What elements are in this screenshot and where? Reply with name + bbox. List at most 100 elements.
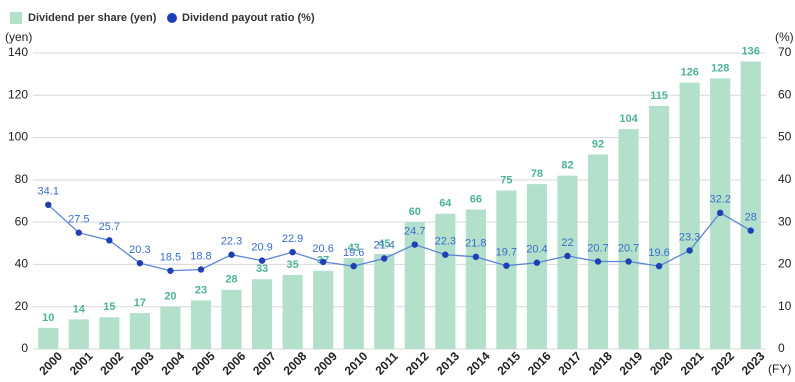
line-point: [258, 257, 266, 264]
line-value-label: 21.8: [465, 238, 486, 250]
y2-axis-title: (%): [775, 30, 794, 44]
x-tick-label: 2003: [128, 349, 157, 378]
bar: [38, 327, 59, 349]
line-point: [197, 266, 205, 273]
legend-label: Dividend payout ratio (%): [182, 12, 315, 24]
line-point: [381, 255, 388, 262]
x-tick-label: 2009: [311, 349, 340, 378]
line-value-label: 21.4: [374, 239, 395, 251]
line-value-label: 24.7: [404, 225, 425, 237]
line-value-label: 22.3: [435, 236, 456, 248]
line-point: [442, 251, 449, 258]
bar: [160, 306, 181, 349]
y-axis-title: (yen): [5, 30, 32, 44]
bar: [129, 313, 150, 349]
line-value-label: 18.8: [190, 250, 211, 262]
bar: [526, 184, 548, 349]
line-point: [472, 253, 480, 261]
x-tick-label: 2010: [342, 349, 371, 378]
bar-value-label: 20: [164, 291, 176, 303]
bar-value-label: 78: [531, 168, 543, 180]
y2-tick-label: 30: [778, 214, 792, 228]
line-point: [167, 267, 174, 274]
line-value-label: 19.7: [496, 247, 517, 259]
x-tick-label: 2005: [189, 349, 218, 378]
bar-value-label: 14: [73, 303, 86, 315]
bar: [99, 317, 120, 349]
legend-label: Dividend per share (yen): [28, 12, 157, 24]
line-value-label: 19.6: [648, 247, 669, 259]
line-point: [503, 262, 510, 269]
line-point: [228, 251, 235, 258]
x-tick-label: 2011: [372, 349, 401, 378]
x-tick-label: 2004: [158, 349, 187, 378]
bar: [496, 190, 517, 349]
bar-value-label: 43: [348, 242, 360, 254]
bar: [251, 279, 273, 349]
y2-tick-label: 0: [778, 341, 785, 355]
x-tick-label: 2008: [281, 349, 310, 378]
y2-tick-label: 20: [778, 257, 792, 271]
y-tick-label: 40: [15, 257, 29, 271]
line-value-label: 22.9: [282, 233, 303, 245]
line-value-label: 32.2: [709, 194, 730, 206]
line-value-label: 23.3: [679, 231, 700, 243]
bar-value-label: 92: [592, 138, 604, 150]
y-tick-label: 0: [21, 341, 28, 355]
bar: [557, 175, 578, 349]
line-value-label: 25.7: [99, 221, 120, 233]
line-point: [686, 247, 693, 254]
line-point: [564, 252, 571, 260]
line-point: [106, 237, 113, 244]
x-tick-label: 2013: [433, 349, 462, 378]
bar: [190, 300, 212, 349]
bar-value-label: 104: [619, 113, 638, 125]
line-point: [289, 248, 296, 256]
line-point: [747, 227, 754, 234]
line-point: [594, 258, 602, 265]
x-tick-label: 2007: [250, 349, 279, 378]
line-point: [411, 241, 418, 248]
y-tick-label: 20: [15, 299, 29, 313]
bar: [221, 289, 242, 349]
x-tick-label: 2017: [556, 349, 585, 378]
line-value-label: 20.7: [618, 242, 639, 254]
x-tick-label: 2020: [647, 349, 676, 378]
y-tick-label: 120: [8, 87, 28, 101]
bar: [404, 222, 425, 349]
bar-value-label: 33: [256, 263, 268, 275]
bar: [465, 209, 486, 349]
line-value-label: 20.7: [587, 242, 608, 254]
x-tick-label: 2018: [586, 349, 615, 378]
line: [47, 204, 752, 272]
x-tick-label: 2002: [97, 349, 126, 378]
line-value-label: 27.5: [68, 214, 89, 226]
line-value-label: 20.9: [251, 242, 272, 254]
y-tick-label: 100: [8, 130, 28, 144]
y-tick-label: 140: [8, 45, 28, 59]
x-tick-label: 2016: [525, 349, 554, 378]
y2-tick-label: 60: [778, 87, 792, 101]
x-tick-label: 2022: [708, 349, 737, 378]
line-value-label: 20.3: [129, 244, 150, 256]
x-tick-label: 2014: [464, 349, 493, 378]
line-point: [319, 258, 327, 266]
y2-tick-label: 10: [778, 299, 792, 313]
bar-value-label: 82: [561, 160, 573, 172]
bar-value-label: 75: [500, 174, 512, 186]
line-point: [716, 209, 724, 217]
bar-value-label: 60: [409, 206, 421, 218]
line-value-label: 20.4: [526, 244, 547, 256]
bar: [587, 154, 609, 349]
line-value-label: 22.3: [221, 236, 242, 248]
bar: [679, 82, 700, 349]
bar-value-label: 64: [439, 198, 452, 210]
y-tick-label: 60: [15, 214, 29, 228]
x-tick-label: 2015: [494, 349, 523, 378]
y2-tick-label: 40: [778, 172, 792, 186]
bar: [282, 275, 303, 349]
bar-value-label: 126: [680, 67, 698, 79]
bar: [343, 258, 364, 349]
line-point: [75, 229, 83, 236]
